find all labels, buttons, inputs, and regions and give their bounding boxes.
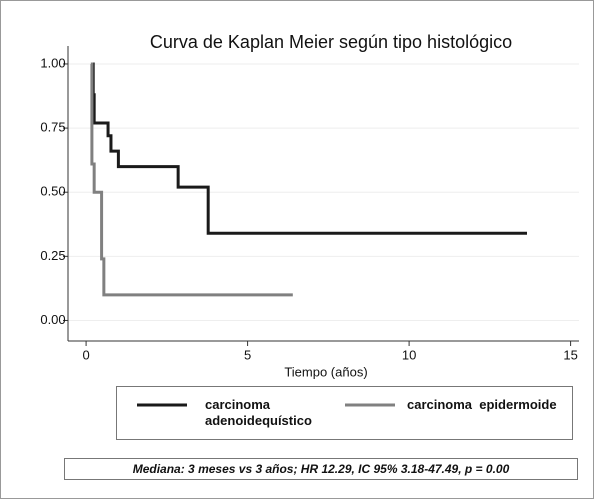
legend-label: carcinoma epidermoide: [407, 397, 557, 412]
y-tick-label: 0.00: [40, 312, 65, 327]
survival-curve: [90, 62, 293, 297]
legend-swatches: [137, 403, 395, 407]
chart-title: Curva de Kaplan Meier según tipo histoló…: [150, 32, 512, 52]
y-tick-label: 0.50: [40, 184, 65, 199]
x-tick-label: 10: [402, 347, 416, 362]
x-tick-label: 0: [82, 347, 89, 362]
y-tick-label: 1.00: [40, 55, 65, 70]
x-tick-label: 5: [244, 347, 251, 362]
note: Mediana: 3 meses vs 3 años; HR 12.29, IC…: [64, 458, 578, 480]
y-tick-label: 0.75: [40, 120, 65, 135]
survival-curve: [90, 62, 527, 235]
x-axis-label: Tiempo (años): [284, 364, 367, 379]
legend-label: carcinoma adenoidequístico: [205, 397, 312, 428]
y-tick-label: 0.25: [40, 248, 65, 263]
legend: carcinoma adenoidequístico carcinoma epi…: [116, 386, 573, 440]
x-tick-label: 15: [563, 347, 577, 362]
